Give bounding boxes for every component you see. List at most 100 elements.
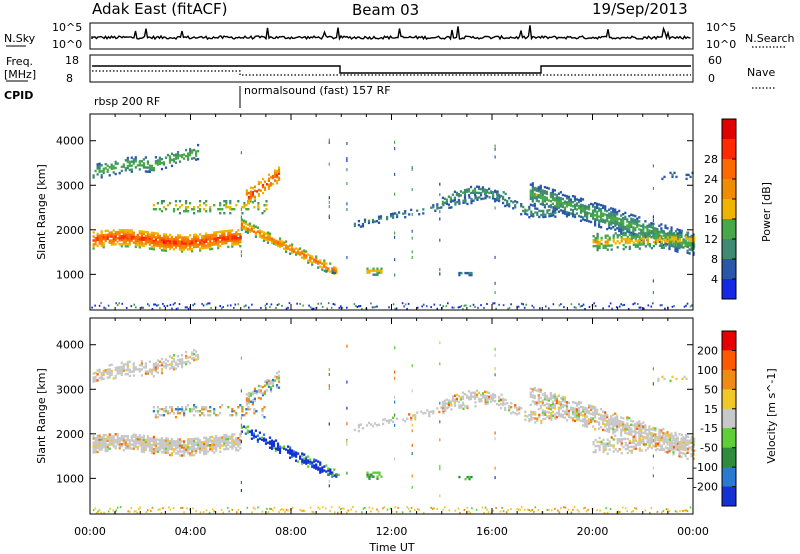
speckle-cell: [394, 231, 396, 235]
heatmap-cell: [622, 423, 625, 426]
heatmap-cell: [199, 449, 202, 452]
heatmap-cell: [213, 233, 216, 236]
heatmap-cell: [268, 232, 272, 235]
heatmap-cell: [537, 408, 540, 411]
speckle-cell: [346, 344, 348, 348]
heatmap-cell: [624, 429, 627, 433]
heatmap-cell: [195, 158, 198, 161]
noise-cell: [611, 307, 613, 310]
heatmap-cell: [650, 246, 653, 250]
heatmap-cell: [108, 231, 111, 234]
heatmap-cell: [678, 243, 682, 247]
heatmap-cell: [106, 439, 109, 442]
heatmap-cell: [160, 243, 164, 246]
heatmap-cell: [92, 174, 95, 177]
heatmap-cell: [154, 362, 157, 365]
heatmap-cell: [496, 194, 499, 197]
heatmap-cell: [303, 461, 306, 464]
noise-cell: [284, 510, 286, 513]
heatmap-cell: [636, 443, 639, 446]
heatmap-cell: [120, 165, 123, 169]
heatmap-cell: [676, 228, 679, 231]
heatmap-cell: [500, 398, 503, 402]
heatmap-cell: [376, 269, 379, 272]
heatmap-cell: [172, 360, 176, 363]
heatmap-cell: [612, 238, 615, 241]
speckle-cell: [328, 141, 330, 144]
heatmap-cell: [100, 442, 103, 445]
heatmap-cell: [156, 448, 159, 451]
heatmap-cell: [676, 232, 679, 235]
heatmap-cell: [453, 394, 456, 397]
heatmap-cell: [545, 398, 548, 402]
heatmap-cell: [598, 440, 601, 444]
heatmap-cell: [675, 175, 678, 179]
heatmap-cell: [545, 190, 548, 194]
heatmap-cell: [315, 467, 318, 470]
heatmap-cell: [648, 441, 651, 444]
heatmap-cell: [658, 432, 661, 435]
heatmap-cell: [277, 168, 281, 171]
heatmap-cell: [500, 393, 503, 396]
noise-cell: [251, 511, 253, 514]
heatmap-cell: [256, 438, 259, 441]
heatmap-cell: [94, 243, 97, 246]
heatmap-cell: [183, 238, 186, 241]
heatmap-cell: [372, 475, 375, 478]
heatmap-cell: [168, 233, 172, 237]
heatmap-cell: [140, 438, 143, 441]
heatmap-cell: [390, 419, 393, 422]
heatmap-cell: [508, 405, 511, 408]
heatmap-cell: [370, 473, 373, 476]
heatmap-cell: [459, 190, 462, 193]
heatmap-cell: [183, 153, 186, 156]
heatmap-cell: [138, 168, 141, 171]
colorbar-tick-label: 15: [704, 403, 718, 416]
heatmap-cell: [193, 453, 196, 457]
heatmap-cell: [614, 422, 617, 425]
heatmap-cell: [92, 447, 95, 450]
y-tick-label: 3000: [56, 179, 84, 192]
heatmap-cell: [579, 205, 583, 208]
heatmap-cell: [181, 408, 184, 411]
heatmap-cell: [174, 155, 178, 158]
heatmap-cell: [461, 395, 465, 398]
noise-cell: [416, 306, 419, 309]
heatmap-cell: [608, 222, 611, 225]
heatmap-cell: [590, 420, 593, 424]
speckle-cell: [494, 189, 496, 193]
heatmap-cell: [508, 203, 511, 206]
heatmap-cell: [537, 402, 540, 405]
heatmap-cell: [152, 435, 155, 439]
y-tick-label: 4000: [56, 339, 84, 352]
noise-cell: [374, 306, 377, 308]
heatmap-cell: [646, 436, 649, 440]
heatmap-cell: [277, 386, 281, 389]
heatmap-cell: [122, 441, 125, 444]
heatmap-cell: [94, 237, 97, 240]
heatmap-cell: [219, 446, 222, 449]
heatmap-cell: [154, 244, 157, 247]
heatmap-cell: [142, 236, 145, 239]
heatmap-cell: [199, 443, 202, 446]
heatmap-cell: [528, 414, 531, 417]
heatmap-cell: [237, 243, 240, 246]
heatmap-cell: [215, 449, 218, 452]
heatmap-cell: [588, 420, 591, 423]
heatmap-cell: [646, 428, 649, 432]
heatmap-cell: [152, 443, 155, 447]
heatmap-cell: [229, 212, 232, 215]
heatmap-cell: [531, 186, 534, 189]
heatmap-cell: [596, 244, 599, 248]
speckle-cell: [494, 255, 496, 259]
heatmap-cell: [249, 392, 252, 395]
heatmap-cell: [555, 193, 558, 197]
heatmap-cell: [545, 394, 548, 398]
heatmap-cell: [608, 212, 611, 215]
heatmap-cell: [353, 428, 356, 432]
heatmap-cell: [321, 268, 324, 271]
heatmap-cell: [201, 445, 204, 448]
heatmap-cell: [136, 437, 139, 441]
heatmap-cell: [295, 451, 298, 454]
power-ylabel: Slant Range [km]: [35, 164, 48, 260]
